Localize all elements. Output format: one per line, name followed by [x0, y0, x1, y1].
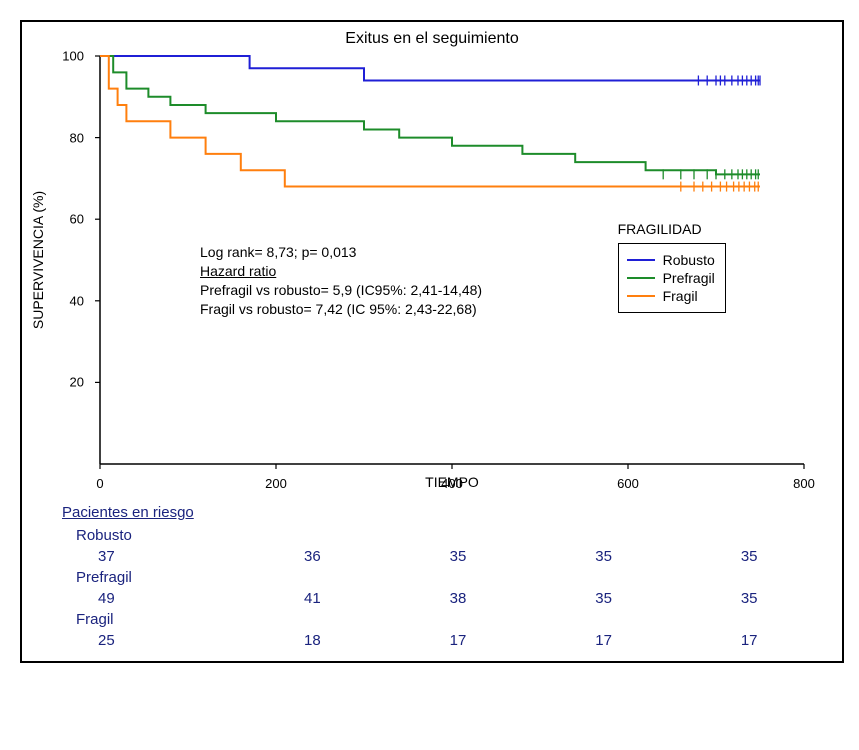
risk-count: 17: [385, 630, 531, 651]
risk-table-header: Pacientes en riesgo: [62, 504, 822, 521]
x-tick-label: 0: [96, 470, 103, 491]
x-tick-label: 600: [617, 470, 639, 491]
risk-group-label: Prefragil: [62, 567, 822, 588]
legend-label: Fragil: [663, 288, 698, 304]
x-tick-label: 400: [441, 470, 463, 491]
legend-title: FRAGILIDAD: [618, 221, 702, 237]
y-tick-label: 80: [70, 130, 92, 145]
x-tick-label: 800: [793, 470, 815, 491]
stats-line: Hazard ratio: [200, 262, 482, 281]
legend-item: Prefragil: [627, 270, 715, 286]
risk-count: 49: [62, 588, 240, 609]
risk-count: 17: [676, 630, 822, 651]
y-tick-label: 100: [62, 49, 92, 64]
risk-count: 35: [385, 546, 531, 567]
y-tick-label: 60: [70, 212, 92, 227]
stats-line: Fragil vs robusto= 7,42 (IC 95%: 2,43-22…: [200, 300, 482, 319]
legend-swatch: [627, 277, 655, 279]
legend-swatch: [627, 295, 655, 297]
risk-count: 35: [676, 588, 822, 609]
risk-count: 35: [531, 588, 677, 609]
legend-item: Fragil: [627, 288, 715, 304]
stats-annotation: Log rank= 8,73; p= 0,013Hazard ratioPref…: [200, 243, 482, 319]
risk-count: 38: [385, 588, 531, 609]
stats-line: Prefragil vs robusto= 5,9 (IC95%: 2,41-1…: [200, 281, 482, 300]
chart-title: Exitus en el seguimiento: [22, 30, 842, 48]
risk-count: 41: [240, 588, 386, 609]
stats-line: Log rank= 8,73; p= 0,013: [200, 243, 482, 262]
legend-swatch: [627, 259, 655, 261]
risk-table-body: Robusto3736353535Prefragil4941383535Frag…: [62, 525, 822, 651]
legend-box: Robusto Prefragil Fragil: [618, 243, 726, 313]
plot-area: SUPERVIVENCIA (%) Log rank= 8,73; p= 0,0…: [92, 50, 812, 470]
figure-container: Exitus en el seguimiento SUPERVIVENCIA (…: [20, 20, 844, 663]
legend-label: Robusto: [663, 252, 715, 268]
y-tick-label: 20: [70, 375, 92, 390]
y-tick-label: 40: [70, 293, 92, 308]
risk-count: 35: [676, 546, 822, 567]
patients-at-risk-table: Pacientes en riesgo Robusto3736353535Pre…: [62, 504, 822, 651]
legend-item: Robusto: [627, 252, 715, 268]
legend-label: Prefragil: [663, 270, 715, 286]
risk-count: 18: [240, 630, 386, 651]
risk-group-label: Robusto: [62, 525, 822, 546]
x-tick-label: 200: [265, 470, 287, 491]
risk-count: 25: [62, 630, 240, 651]
risk-count: 37: [62, 546, 240, 567]
risk-group-label: Fragil: [62, 609, 822, 630]
risk-count: 17: [531, 630, 677, 651]
y-axis-label: SUPERVIVENCIA (%): [30, 191, 46, 329]
risk-count: 35: [531, 546, 677, 567]
risk-count: 36: [240, 546, 386, 567]
